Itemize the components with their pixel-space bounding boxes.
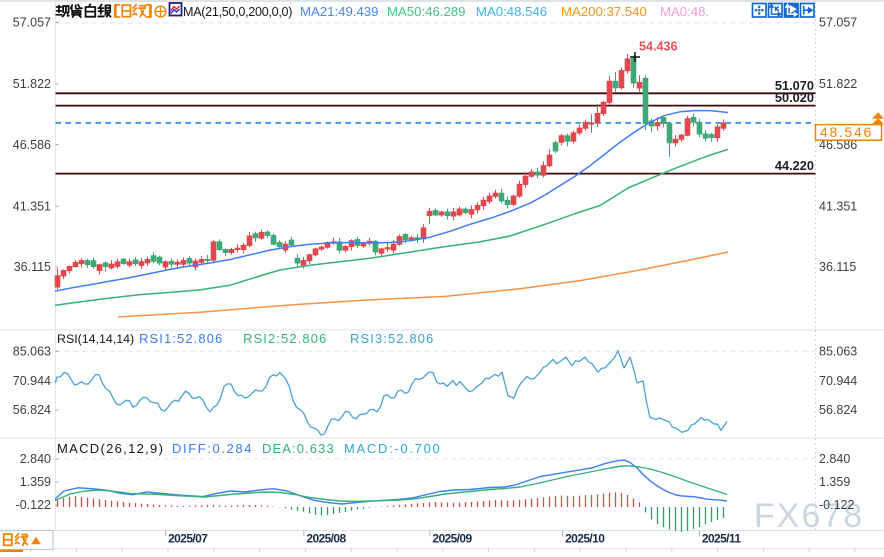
svg-text:MA0:48.: MA0:48. [660, 4, 709, 19]
svg-text:RSI3:52.806: RSI3:52.806 [350, 331, 434, 346]
svg-text:51.822: 51.822 [819, 77, 857, 91]
svg-text:41.351: 41.351 [13, 200, 51, 214]
svg-text:57.057: 57.057 [13, 16, 51, 30]
svg-text:MA0:48.546: MA0:48.546 [476, 4, 547, 19]
svg-text:51.070: 51.070 [775, 78, 814, 93]
svg-text:85.063: 85.063 [819, 345, 857, 359]
svg-text:51.822: 51.822 [13, 77, 51, 91]
svg-text:57.057: 57.057 [819, 16, 857, 30]
svg-text:56.824: 56.824 [819, 403, 857, 417]
svg-text:RSI2:52.806: RSI2:52.806 [243, 331, 327, 346]
svg-text:MACD:-0.700: MACD:-0.700 [344, 441, 441, 456]
svg-text:2025/11: 2025/11 [702, 532, 741, 546]
svg-text:2025/08: 2025/08 [306, 532, 346, 546]
svg-text:MA21:49.439: MA21:49.439 [300, 4, 378, 19]
svg-text:1.359: 1.359 [20, 475, 51, 489]
svg-text:-0.122: -0.122 [819, 498, 854, 512]
svg-text:50.020: 50.020 [775, 90, 814, 105]
svg-text:1.359: 1.359 [819, 475, 850, 489]
svg-text:RSI(14,14,14): RSI(14,14,14) [57, 332, 134, 346]
svg-text:2.840: 2.840 [819, 452, 850, 466]
svg-text:MACD(26,12,9): MACD(26,12,9) [57, 441, 164, 456]
svg-text:2025/07: 2025/07 [168, 532, 208, 546]
svg-text:-0.122: -0.122 [16, 498, 51, 512]
svg-text:FX678: FX678 [754, 497, 864, 535]
svg-text:70.944: 70.944 [819, 374, 857, 388]
svg-text:46.586: 46.586 [819, 138, 857, 152]
svg-text:DIFF:0.284: DIFF:0.284 [172, 441, 253, 456]
svg-text:85.063: 85.063 [13, 345, 51, 359]
svg-text:56.824: 56.824 [13, 403, 51, 417]
svg-text:RSI1:52.806: RSI1:52.806 [139, 331, 223, 346]
svg-text:70.944: 70.944 [13, 374, 51, 388]
svg-text:MA200:37.540: MA200:37.540 [561, 4, 647, 19]
svg-text:41.351: 41.351 [819, 200, 857, 214]
svg-text:46.586: 46.586 [13, 138, 51, 152]
svg-text:2025/10: 2025/10 [565, 532, 605, 546]
svg-text:48.546: 48.546 [820, 124, 873, 140]
svg-text:36.115: 36.115 [819, 260, 856, 274]
svg-text:MA50:46.289: MA50:46.289 [387, 4, 465, 19]
svg-text:44.220: 44.220 [775, 158, 814, 173]
svg-text:36.115: 36.115 [14, 260, 51, 274]
svg-text:2.840: 2.840 [20, 452, 51, 466]
svg-text:2025/09: 2025/09 [432, 532, 472, 546]
svg-text:DEA:0.633: DEA:0.633 [262, 441, 335, 456]
svg-text:MA(21,50,0,200,0,0): MA(21,50,0,200,0,0) [183, 5, 292, 19]
svg-text:54.436: 54.436 [639, 40, 678, 54]
